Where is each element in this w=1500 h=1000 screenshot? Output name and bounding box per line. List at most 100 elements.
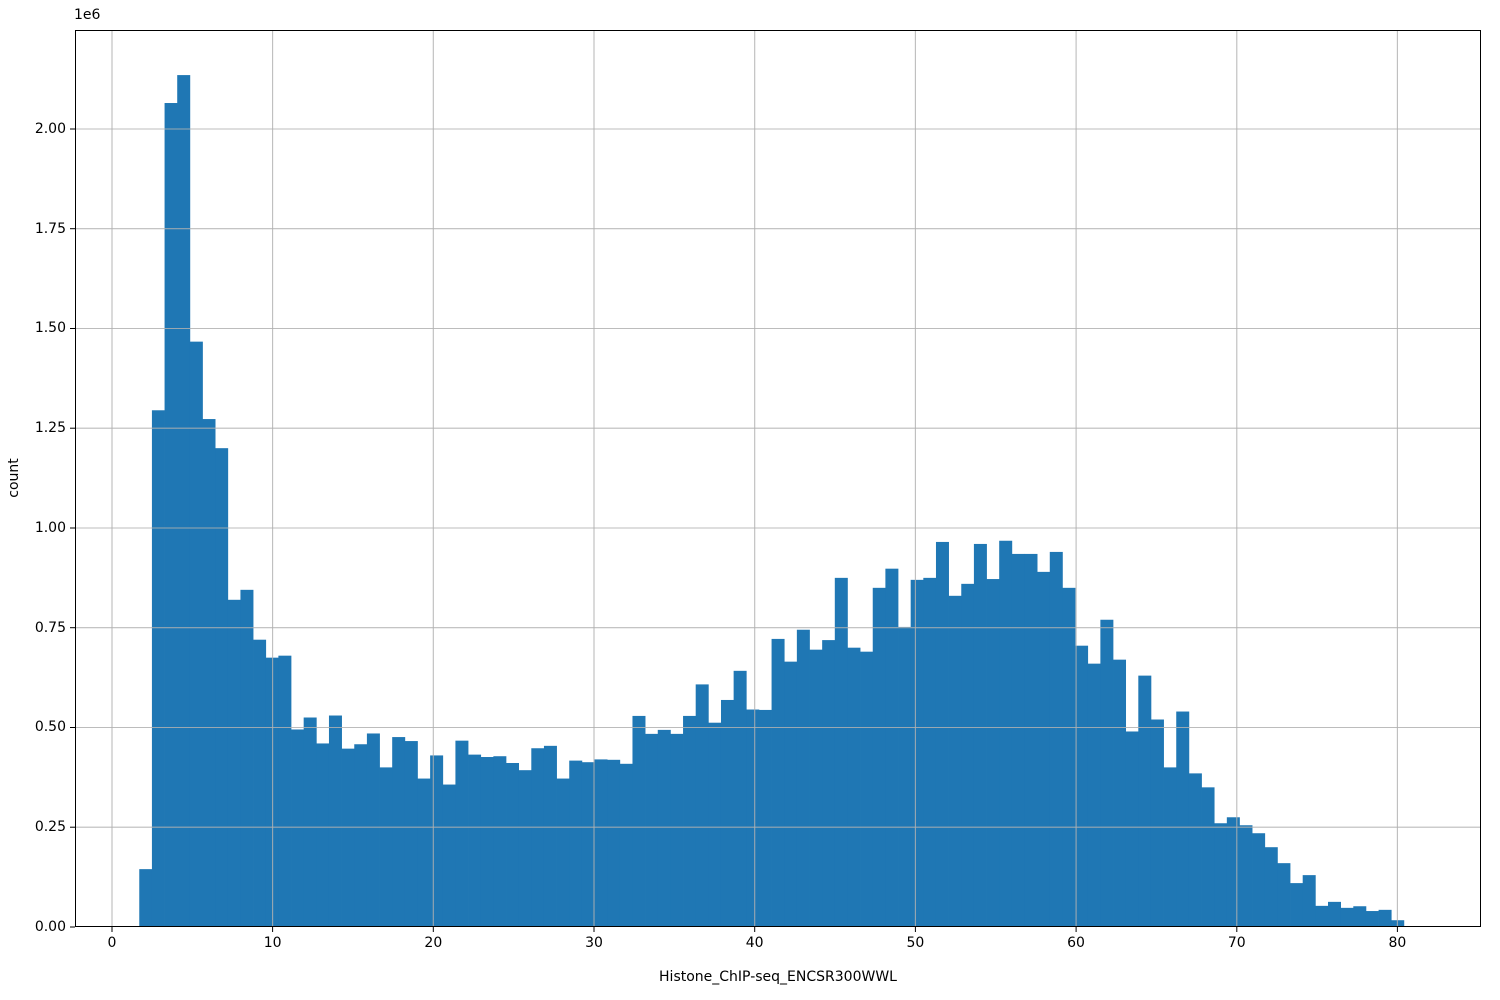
histogram-bar	[1138, 675, 1152, 927]
histogram-bar	[935, 541, 949, 927]
x-tick-label: 40	[745, 935, 764, 951]
histogram-bar	[1075, 645, 1089, 927]
histogram-bar	[1365, 911, 1379, 927]
histogram-bar	[847, 647, 861, 927]
histogram-bar	[341, 748, 355, 927]
histogram-bar	[720, 699, 734, 927]
histogram-bar	[1226, 817, 1240, 927]
histogram-bar	[1062, 587, 1076, 927]
histogram-bar	[670, 733, 684, 927]
histogram-bar	[303, 717, 317, 927]
histogram-bar	[227, 599, 241, 927]
histogram-bar	[316, 743, 330, 927]
histogram-bar	[518, 770, 532, 927]
plot-spines	[75, 30, 1481, 927]
histogram-bar	[442, 784, 456, 927]
histogram-bar	[961, 583, 975, 927]
histogram-bar	[202, 419, 216, 927]
histogram-bar	[366, 733, 380, 927]
histogram-bar	[1290, 883, 1304, 927]
histogram-bar	[898, 626, 912, 927]
histogram-bar	[455, 740, 469, 927]
histogram-bar	[657, 729, 671, 927]
histogram-bar	[1087, 663, 1101, 927]
histogram-bar	[1277, 863, 1291, 927]
y-tick-label: 0.75	[34, 619, 66, 636]
x-tick-label: 30	[585, 935, 603, 951]
histogram-bar	[328, 715, 342, 927]
histogram-bar	[708, 722, 722, 927]
histogram-bar	[480, 757, 494, 927]
histogram-bar	[619, 763, 633, 927]
histogram-bar	[1264, 847, 1278, 927]
histogram-bar	[1150, 719, 1164, 927]
x-tick-label: 50	[906, 935, 925, 951]
histogram-bar	[910, 579, 924, 927]
histogram-bar	[430, 755, 444, 927]
histogram-bar	[506, 763, 520, 927]
histogram-bar	[784, 661, 798, 927]
histogram-bar	[531, 748, 545, 927]
histogram-bar	[986, 579, 1000, 927]
histogram-bar	[253, 639, 267, 927]
histogram-bar	[164, 103, 178, 927]
histogram-bar	[948, 595, 962, 927]
histogram-bar	[581, 762, 595, 927]
histogram-bar	[556, 778, 570, 927]
histogram-bar	[1378, 909, 1392, 927]
histogram-bar	[860, 651, 874, 927]
histogram-bar	[1125, 731, 1139, 927]
histogram-bar	[354, 744, 368, 927]
histogram-bar	[999, 540, 1013, 927]
histogram-bar	[1328, 901, 1341, 927]
histogram-bar	[543, 745, 557, 927]
histogram-bar	[923, 577, 937, 927]
histogram-bar	[607, 759, 621, 927]
histogram-bar	[872, 587, 886, 927]
histogram-bar	[1315, 905, 1329, 927]
histogram-bar	[1176, 711, 1190, 927]
histogram-bar	[493, 756, 507, 927]
histogram-bar	[1340, 907, 1354, 927]
histogram-bar	[417, 778, 431, 927]
histogram-bar	[1252, 833, 1266, 927]
histogram-bar	[796, 629, 810, 927]
histogram-bar	[404, 741, 418, 927]
x-tick-label: 20	[424, 935, 443, 951]
x-tick-label: 60	[1067, 935, 1085, 951]
histogram-bar	[189, 341, 203, 927]
histogram-bar	[177, 75, 191, 928]
histogram-bar	[1188, 773, 1202, 927]
histogram-bar	[278, 655, 292, 927]
y-tick-label: 0.25	[34, 819, 66, 836]
histogram-bar	[695, 684, 709, 927]
y-axis-label: count	[6, 458, 22, 498]
histogram-bar	[594, 759, 608, 927]
y-tick-label: 2.00	[34, 120, 66, 137]
histogram-bar	[569, 760, 583, 927]
histogram-bar	[1239, 825, 1253, 927]
x-tick-label: 80	[1388, 935, 1407, 951]
histogram-bar	[291, 729, 305, 927]
histogram-bar	[1011, 553, 1025, 927]
histogram-bar	[1024, 553, 1038, 927]
histogram-bar	[1201, 787, 1215, 927]
histogram-bar	[215, 448, 229, 927]
histogram-bar	[1353, 906, 1367, 927]
histogram-bar	[151, 410, 165, 927]
histogram-bar	[885, 568, 899, 927]
histogram-bar	[1049, 551, 1063, 927]
histogram-bar	[1100, 619, 1114, 927]
histogram-bar	[1163, 767, 1177, 927]
histogram-bar	[809, 649, 823, 927]
x-tick-label: 10	[263, 935, 282, 951]
histogram-bar	[392, 737, 406, 927]
histogram-bar	[758, 709, 772, 927]
histogram-bar	[733, 670, 747, 927]
histogram-bar	[1214, 823, 1228, 927]
histogram-bar	[822, 640, 836, 927]
histogram-bar	[683, 715, 697, 927]
histogram-bar	[1037, 571, 1051, 927]
